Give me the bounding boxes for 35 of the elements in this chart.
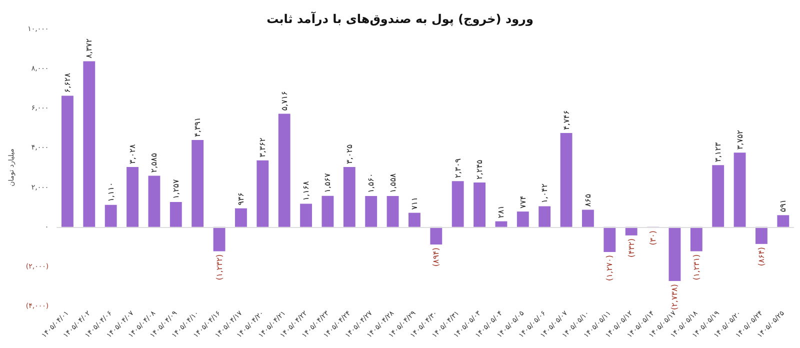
data-label: (۸۶۴) [756, 246, 766, 266]
data-label: ۳,۳۶۲ [258, 138, 268, 158]
data-label: ۱,۵۶۰ [366, 173, 376, 193]
data-label: ۵,۷۱۶ [280, 91, 289, 111]
data-label: (۳۰) [648, 230, 658, 246]
data-label: ۱,۵۶۷ [323, 172, 332, 193]
data-label: ۳,۷۵۲ [735, 130, 744, 150]
data-label: ۸۶۵ [583, 194, 592, 207]
data-label: ۷۱۱ [410, 196, 419, 210]
data-label: (۱,۲۷۰) [605, 254, 614, 281]
data-label: (۱,۲۳۲) [214, 254, 224, 280]
data-label: ۶,۶۲۸ [62, 72, 72, 93]
data-label: ۷۷۴ [518, 196, 528, 209]
data-label: (۸۹۴) [432, 248, 441, 267]
data-label: ۳,۰۲۵ [344, 144, 354, 164]
data-label: ۴,۷۴۶ [562, 110, 571, 130]
data-label: ۹۳۶ [236, 192, 246, 206]
data-label: ۳,۰۲۸ [128, 144, 138, 164]
data-label: ۱,۱۱۰ [106, 182, 116, 202]
data-label: ۵۹۱ [778, 199, 788, 212]
data-label: ۴,۳۹۱ [193, 117, 202, 137]
data-label: ۱,۰۴۲ [540, 184, 550, 204]
data-label: ۱,۵۵۸ [388, 172, 398, 194]
data-label: ۲۸۱ [496, 205, 506, 218]
data-label: ۲,۲۴۵ [475, 160, 484, 180]
data-label: ۱,۲۵۷ [171, 178, 180, 199]
data-label: (۱,۲۳۱) [692, 254, 701, 280]
data-label: ۲,۵۸۵ [150, 152, 159, 173]
data-label: (۴۳۲) [626, 238, 636, 258]
data-label: ۳,۱۲۳ [714, 142, 723, 162]
data-label: ۱,۱۶۸ [302, 180, 311, 201]
data-label: ۸,۳۷۲ [84, 38, 94, 58]
data-label: (۲,۷۳۸) [670, 284, 680, 310]
data-label: ۲,۳۰۹ [453, 158, 462, 178]
chart-title: ورود (خروج) پول به صندوق‌های با درآمد ثابت [266, 11, 534, 26]
